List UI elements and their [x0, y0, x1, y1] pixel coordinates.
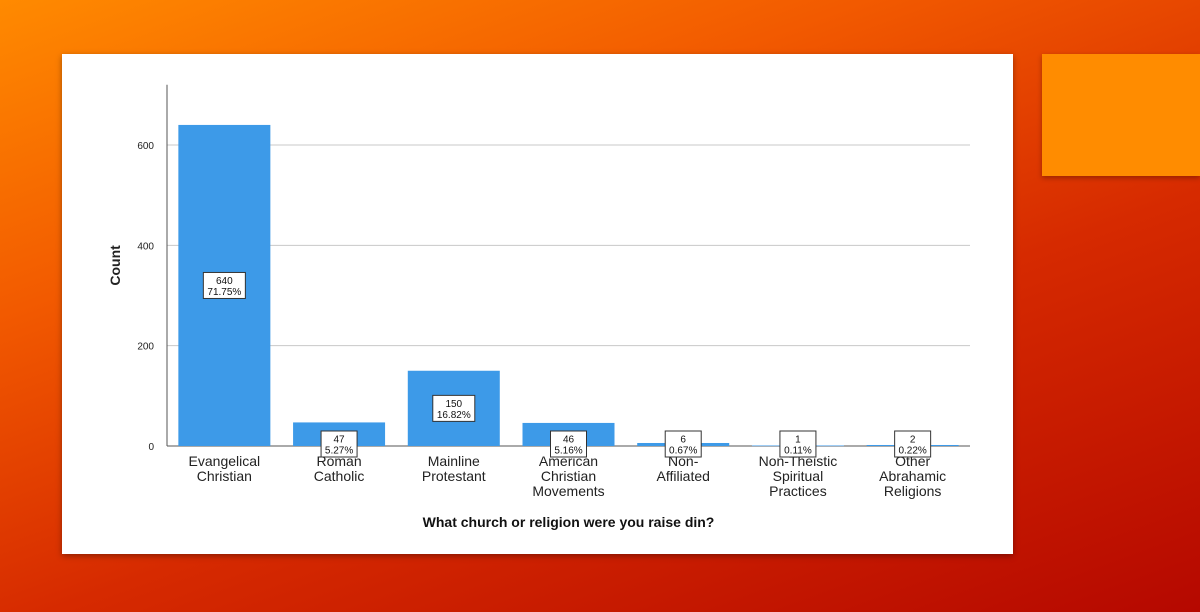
x-tick-label: Protestant — [422, 468, 486, 484]
x-tick-label: Abrahamic — [879, 468, 946, 484]
data-label-percent: 5.16% — [554, 446, 582, 457]
data-label-box — [432, 394, 476, 422]
x-tick-label: Christian — [197, 468, 252, 484]
data-label-count: 46 — [563, 435, 575, 446]
data-label-percent: 0.11% — [784, 446, 812, 457]
data-label-box — [779, 430, 817, 458]
x-axis-title: What church or religion were you raise d… — [423, 514, 715, 530]
x-tick-label: Spiritual — [773, 468, 824, 484]
data-label-percent: 0.22% — [898, 446, 926, 457]
data-label-box — [202, 271, 246, 299]
y-tick-label: 200 — [137, 342, 154, 353]
x-tick-label: Religions — [884, 483, 942, 499]
x-tick-label: Non-Theistic — [759, 453, 838, 469]
data-label-count: 150 — [445, 399, 462, 410]
data-label-count: 47 — [334, 435, 346, 446]
y-tick-label: 0 — [148, 442, 154, 453]
data-label-count: 640 — [216, 276, 233, 287]
bar-chart: 0200400600EvangelicalChristianRomanCatho… — [107, 84, 970, 530]
data-label-box — [664, 430, 702, 458]
x-tick-label: Practices — [769, 483, 827, 499]
y-axis-title: Count — [107, 245, 123, 286]
x-tick-label: Catholic — [314, 468, 365, 484]
data-label-percent: 71.75% — [207, 287, 241, 298]
slide-panel: 0 200 400 600 Evangelical Christian Roman Catho… — [62, 54, 1013, 554]
x-tick-label: Christian — [541, 468, 596, 484]
data-label-percent: 16.82% — [437, 410, 471, 421]
data-label-percent: 0.67% — [669, 446, 697, 457]
data-label-count: 6 — [680, 435, 686, 446]
data-label-box — [550, 430, 587, 458]
x-tick-label: Mainline — [428, 453, 480, 469]
data-label-count: 1 — [795, 435, 801, 446]
y-tick-label: 600 — [137, 141, 154, 152]
data-label-percent: 5.27% — [325, 446, 353, 457]
accent-block — [1042, 54, 1200, 176]
data-label-box — [320, 430, 358, 458]
data-label-count: 2 — [910, 435, 916, 446]
x-tick-label: Affiliated — [656, 468, 709, 484]
x-tick-label: Evangelical — [189, 453, 261, 469]
y-tick-label: 400 — [137, 241, 154, 252]
data-label-box — [894, 430, 932, 458]
x-tick-label: Movements — [532, 483, 604, 499]
